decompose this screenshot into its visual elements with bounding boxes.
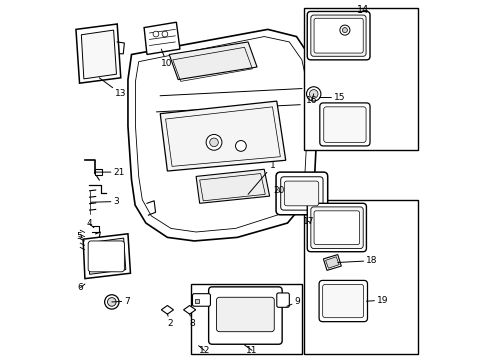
- Text: 20: 20: [273, 186, 284, 195]
- Text: 13: 13: [99, 78, 127, 98]
- Text: 7: 7: [112, 297, 130, 306]
- Text: 14: 14: [356, 5, 368, 15]
- Polygon shape: [76, 24, 121, 83]
- Circle shape: [309, 90, 317, 98]
- Bar: [94, 168, 102, 175]
- Polygon shape: [196, 169, 269, 203]
- Text: 2: 2: [167, 314, 173, 328]
- Circle shape: [104, 295, 119, 309]
- Text: 21: 21: [94, 168, 125, 177]
- Polygon shape: [323, 255, 341, 270]
- FancyBboxPatch shape: [306, 12, 369, 60]
- Circle shape: [107, 298, 116, 306]
- Circle shape: [306, 87, 320, 101]
- FancyBboxPatch shape: [216, 297, 274, 332]
- Circle shape: [206, 134, 222, 150]
- Text: 9: 9: [286, 297, 300, 306]
- FancyBboxPatch shape: [276, 293, 289, 307]
- Text: 18: 18: [337, 256, 377, 265]
- FancyBboxPatch shape: [323, 107, 366, 142]
- Polygon shape: [88, 238, 125, 274]
- FancyBboxPatch shape: [319, 280, 367, 321]
- Text: 17: 17: [302, 217, 313, 226]
- FancyBboxPatch shape: [280, 177, 323, 210]
- FancyBboxPatch shape: [276, 172, 327, 215]
- Text: 4: 4: [86, 219, 94, 228]
- Polygon shape: [183, 306, 195, 314]
- FancyBboxPatch shape: [284, 181, 318, 206]
- Circle shape: [209, 138, 218, 147]
- Bar: [303, 8, 418, 149]
- FancyBboxPatch shape: [208, 287, 282, 344]
- Text: 6: 6: [78, 283, 85, 292]
- Polygon shape: [81, 30, 116, 79]
- Text: 10: 10: [161, 49, 172, 68]
- Circle shape: [153, 31, 159, 37]
- Bar: [195, 299, 199, 303]
- Polygon shape: [161, 306, 173, 314]
- Text: 16: 16: [305, 94, 317, 105]
- FancyBboxPatch shape: [313, 18, 363, 53]
- FancyBboxPatch shape: [310, 207, 363, 248]
- Circle shape: [162, 31, 167, 37]
- Bar: [190, 284, 301, 354]
- Circle shape: [339, 25, 349, 35]
- Text: 5: 5: [76, 232, 82, 241]
- Text: 11: 11: [244, 345, 257, 355]
- FancyBboxPatch shape: [322, 284, 363, 318]
- FancyBboxPatch shape: [310, 15, 366, 56]
- FancyBboxPatch shape: [192, 294, 210, 306]
- Polygon shape: [144, 22, 180, 54]
- Text: 19: 19: [366, 296, 388, 305]
- Circle shape: [342, 28, 346, 33]
- Polygon shape: [160, 101, 285, 171]
- Text: 1: 1: [247, 161, 275, 194]
- Polygon shape: [83, 234, 130, 279]
- Polygon shape: [128, 30, 316, 241]
- Text: 8: 8: [189, 314, 195, 328]
- Text: 12: 12: [198, 346, 209, 355]
- Polygon shape: [325, 257, 339, 268]
- Circle shape: [235, 140, 246, 151]
- Polygon shape: [169, 42, 257, 80]
- Text: 3: 3: [91, 197, 119, 206]
- FancyBboxPatch shape: [88, 241, 124, 272]
- FancyBboxPatch shape: [319, 103, 369, 146]
- Bar: [303, 200, 418, 354]
- Text: 15: 15: [319, 93, 345, 102]
- FancyBboxPatch shape: [313, 211, 359, 244]
- FancyBboxPatch shape: [306, 203, 366, 252]
